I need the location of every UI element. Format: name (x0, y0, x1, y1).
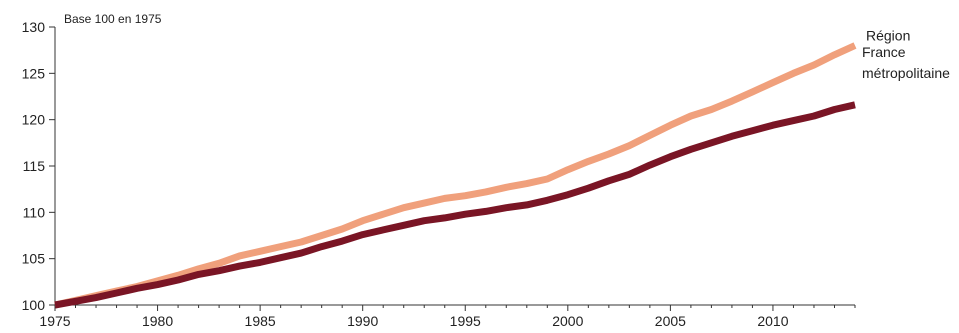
x-tick-label: 2000 (552, 313, 583, 329)
series-line-france (54, 101, 856, 309)
x-tick-label: 2005 (655, 313, 686, 329)
series-line-region (54, 42, 857, 309)
chart-ticks: 100 105 110 115 120 125 130 1975 1980 1985 1990 199… (22, 19, 856, 329)
x-tick-label: 1975 (39, 313, 70, 329)
chart-series (54, 42, 857, 309)
series-label-france-line: France (862, 44, 906, 60)
y-tick-label: 130 (22, 19, 46, 35)
series-label-region: Région (866, 28, 910, 44)
y-tick-label: 110 (23, 204, 46, 220)
y-tick-label: 100 (22, 297, 46, 313)
series-label-france-line: métropolitaine (862, 65, 950, 81)
y-tick-label: 125 (22, 65, 46, 81)
x-tick-label: 1995 (450, 313, 481, 329)
x-tick-label: 1985 (245, 313, 276, 329)
y-tick-label: 115 (23, 158, 46, 174)
y-tick-label: 105 (22, 251, 46, 267)
chart-axes (54, 27, 855, 306)
x-tick-label: 1990 (347, 313, 378, 329)
x-tick-label: 2010 (757, 313, 788, 329)
y-tick-label: 120 (22, 112, 46, 128)
x-tick-label: 1980 (142, 313, 173, 329)
base-note: Base 100 en 1975 (64, 12, 162, 26)
